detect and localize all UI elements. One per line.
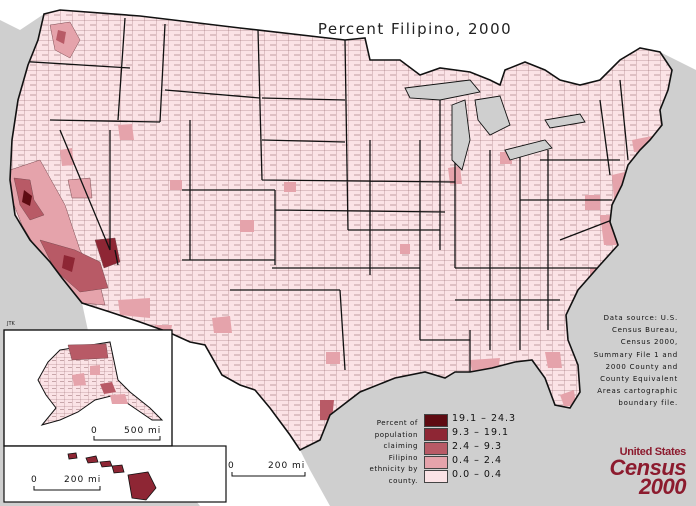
source-line: County Equivalent — [600, 375, 678, 384]
logo-line: Census — [609, 455, 687, 480]
logo-line: United States — [619, 446, 687, 458]
legend-swatch — [424, 442, 448, 455]
legend-range: 9.3 – 19.1 — [452, 427, 510, 438]
map-title: Percent Filipino, 2000 — [317, 20, 513, 38]
legend-label-line: Percent of — [376, 419, 418, 427]
hawaii-scale-distance: 200 mi — [64, 475, 102, 485]
source-line: Data source: U.S. — [603, 314, 678, 322]
legend-swatch — [424, 428, 448, 441]
legend-swatch — [424, 470, 448, 483]
legend-label-line: claiming — [383, 442, 418, 451]
legend-swatch — [424, 456, 448, 469]
legend-label-line: Filipino — [388, 453, 418, 462]
legend-range: 0.0 – 0.4 — [452, 469, 503, 480]
legend-range: 19.1 – 24.3 — [452, 413, 517, 424]
legend-range: 2.4 – 9.3 — [452, 441, 503, 452]
legend-label-line: county. — [388, 476, 418, 485]
main-scale-zero: 0 — [228, 461, 235, 471]
census-2000-logo: United States Census 2000 — [600, 446, 687, 499]
legend-label-line: ethnicity by — [369, 465, 418, 474]
source-line: Census Bureau, — [611, 326, 678, 335]
source-line: boundary file. — [618, 399, 678, 408]
hawaii-scale-zero: 0 — [31, 475, 38, 485]
alaska-scale-distance: 500 mi — [124, 426, 162, 436]
logo-line: 2000 — [639, 474, 686, 499]
legend-label-line: population — [374, 430, 418, 439]
data-source-note: Data source: U.S. Census Bureau, Census … — [586, 312, 678, 410]
source-line: 2000 County and — [605, 362, 678, 371]
alaska-scale-zero: 0 — [91, 426, 98, 436]
source-line: Summary File 1 and — [593, 350, 678, 359]
source-line: Census 2000, — [620, 338, 678, 347]
author-credit: JTK — [7, 321, 15, 327]
main-scale-distance: 200 mi — [268, 461, 306, 471]
legend-description: Percent of population claiming Filipino … — [356, 418, 418, 488]
source-line: Areas cartographic — [597, 387, 678, 396]
legend-swatch — [424, 414, 448, 427]
legend-range: 0.4 – 2.4 — [452, 455, 503, 466]
